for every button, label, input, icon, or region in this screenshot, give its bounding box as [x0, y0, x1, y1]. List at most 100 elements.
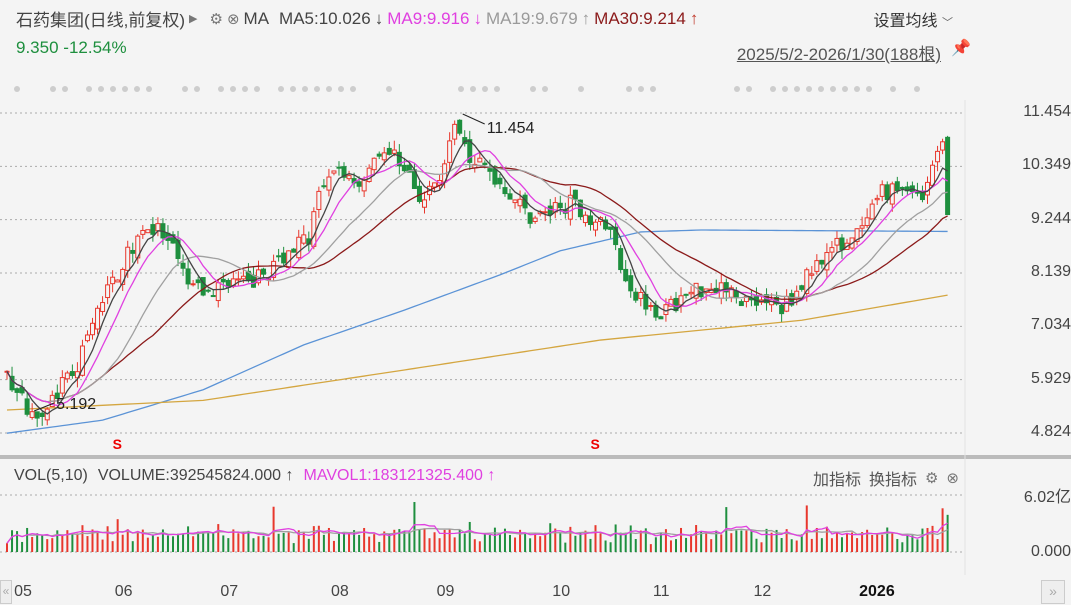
candle-up	[155, 223, 161, 232]
candle-up	[64, 372, 70, 380]
add-indicator-button[interactable]: 加指标	[812, 472, 861, 489]
candle-down	[39, 412, 45, 418]
event-marker-icon	[458, 86, 464, 92]
candle-up	[59, 377, 65, 394]
candle-down	[250, 274, 256, 288]
volume-value: VOLUME:392545824.000	[97, 467, 282, 484]
candle-up	[125, 246, 131, 271]
candle-down	[24, 398, 30, 415]
candle-up	[100, 302, 106, 312]
event-marker-icon	[866, 86, 872, 92]
event-marker-icon	[770, 86, 776, 92]
candle-up	[145, 229, 151, 234]
x-tick-label: 10	[552, 583, 571, 600]
y-tick-label: 9.244	[1030, 209, 1071, 227]
ma30-value: MA30:9.214	[594, 8, 686, 28]
event-marker-icon	[134, 86, 140, 92]
ma9-value: MA9:9.916	[387, 8, 470, 28]
ma19-line	[6, 163, 948, 403]
candle-down	[14, 388, 20, 393]
mavol-arrow: ↑	[487, 467, 496, 484]
candle-up	[864, 217, 870, 227]
candle-down	[799, 285, 805, 290]
event-marker-icon	[854, 86, 860, 92]
signal-marker-s: S	[591, 436, 600, 452]
candle-down	[54, 392, 60, 400]
y-tick-label: 7.034	[1030, 316, 1071, 334]
candle-up	[452, 123, 458, 140]
scroll-right-button[interactable]: »	[1041, 580, 1065, 604]
candle-up	[834, 237, 840, 246]
last-price: 9.350	[16, 38, 59, 57]
change-percent: -12.54%	[63, 38, 127, 57]
candle-up	[95, 307, 101, 330]
gear-icon[interactable]: ⚙	[209, 10, 223, 28]
event-marker-icon	[842, 86, 848, 92]
candle-up	[693, 282, 699, 299]
candle-up	[29, 411, 35, 418]
gear-icon[interactable]: ⚙	[924, 470, 939, 487]
candle-up	[296, 236, 302, 259]
candle-down	[608, 226, 614, 230]
high-marker-arrow	[462, 113, 485, 125]
candle-up	[381, 152, 387, 161]
candle-up	[371, 157, 377, 171]
candle-down	[683, 293, 689, 296]
candle-up	[140, 229, 146, 235]
close-circle-icon[interactable]: ⊗	[226, 10, 240, 28]
volume-arrow: ↑	[285, 467, 294, 484]
event-marker-icon	[470, 86, 476, 92]
event-marker-icon	[386, 86, 392, 92]
candle-down	[291, 248, 297, 253]
candle-up	[854, 228, 860, 242]
ma9-line	[6, 149, 948, 407]
vol-title: VOL(5,10)	[14, 467, 88, 484]
candle-up	[879, 184, 885, 197]
event-marker-icon	[302, 86, 308, 92]
pin-icon[interactable]: 📌	[951, 40, 971, 57]
candle-up	[814, 260, 820, 272]
switch-indicator-button[interactable]: 换指标	[868, 472, 917, 489]
event-marker-icon	[254, 86, 260, 92]
candle-down	[401, 164, 407, 172]
candle-up	[512, 199, 518, 204]
set-ma-dropdown[interactable]: 设置均线 ﹀	[874, 7, 953, 31]
candle-down	[406, 164, 412, 173]
x-tick-label: 07	[220, 583, 239, 600]
candle-down	[723, 282, 729, 293]
event-marker-icon	[830, 86, 836, 92]
event-marker-icon	[146, 86, 152, 92]
x-tick-label: 2026	[859, 583, 895, 600]
candle-up	[215, 282, 221, 302]
event-marker-icon	[194, 86, 200, 92]
candle-up	[663, 304, 669, 316]
scroll-left-button[interactable]: «	[0, 580, 12, 604]
event-marker-icon	[782, 86, 788, 92]
candle-up	[286, 250, 292, 268]
candle-down	[557, 202, 563, 209]
candle-down	[894, 181, 900, 192]
candle-down	[884, 184, 890, 201]
candle-down	[467, 139, 473, 163]
stock-title[interactable]: 石药集团(日线,前复权)	[16, 11, 186, 30]
close-circle-icon[interactable]: ⊗	[946, 470, 959, 487]
event-marker-icon	[914, 86, 920, 92]
candle-up	[935, 150, 941, 163]
candle-down	[321, 185, 327, 188]
event-marker-icon	[62, 86, 68, 92]
candle-down	[919, 192, 925, 201]
candle-up	[638, 291, 644, 299]
event-marker-icon	[122, 86, 128, 92]
candle-up	[110, 276, 116, 285]
volume-header: VOL(5,10) VOLUME:392545824.000 ↑ MAVOL1:…	[14, 467, 495, 485]
candle-down	[623, 268, 629, 282]
date-range-link[interactable]: 2025/5/2-2026/1/30(188根)	[736, 45, 941, 64]
panel-divider	[0, 455, 1071, 459]
candle-down	[9, 375, 15, 391]
play-icon[interactable]: ▶	[189, 13, 198, 25]
event-marker-icon	[326, 86, 332, 92]
event-marker-icon	[14, 86, 20, 92]
signal-marker-s: S	[113, 436, 122, 452]
mavol5-line	[6, 522, 948, 544]
